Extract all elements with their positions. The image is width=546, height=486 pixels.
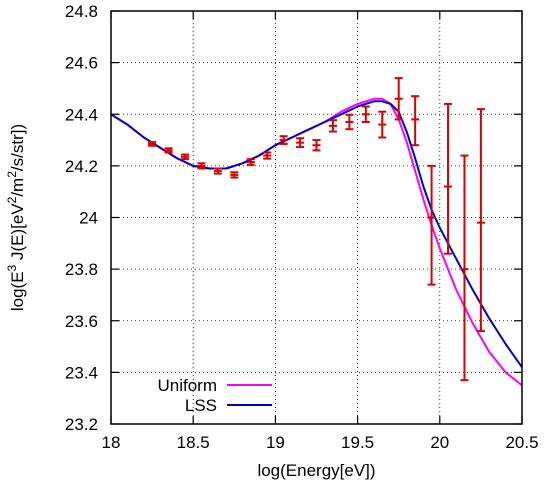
axis-ticks [110,10,523,425]
y-tick-label: 24 [79,209,98,228]
data-point [378,110,387,139]
lss-curve [110,100,523,368]
y-axis-label-text: /s/str]) [8,124,27,171]
x-tick-label: 19 [266,433,285,452]
y-tick-label: 24.4 [65,105,98,124]
x-tick-label: 19.5 [341,433,374,452]
data-point [148,141,157,147]
y-tick-label: 24.6 [65,54,98,73]
data-point [394,77,403,121]
x-tick-label: 20.5 [505,433,538,452]
data-point [279,135,288,145]
data-point [427,164,436,286]
data-point [230,171,239,179]
x-tick-labels: 18 18.5 19 19.5 20 20.5 [102,433,539,452]
y-tick-label: 23.2 [65,415,98,434]
plot-frame [110,10,523,425]
data-point [411,95,420,147]
data-point [328,119,337,133]
model-curves [110,97,523,387]
y-tick-label: 23.8 [65,260,98,279]
y-axis-label-text: /m [8,178,27,197]
x-tick-label: 18.5 [177,433,210,452]
data-point [460,154,469,382]
data-point [361,105,370,123]
data-point [345,113,354,131]
x-tick-label: 18 [102,433,121,452]
y-axis-label-superscript: 2 [5,171,19,178]
data-point [197,162,206,170]
data-point [296,137,305,149]
y-axis-label-text: log(E [8,271,27,311]
data-point [213,167,222,175]
y-axis-label-superscript: 2 [5,196,19,203]
data-point [246,158,255,166]
data-point [263,151,272,160]
legend-label-uniform: Uniform [157,376,217,395]
data-point [312,139,321,152]
data-point [476,108,485,333]
y-axis-label-text: J(E)[eV [8,203,27,265]
data-point [164,147,173,154]
legend-label-lss: LSS [185,396,217,415]
y-axis-label: log(E3 J(E)[eV2/m2/s/str]) [5,124,27,311]
y-axis-label-superscript: 3 [5,264,19,271]
data-point [444,102,453,255]
measurements [148,77,485,382]
grid-lines [111,11,522,424]
y-tick-labels: 23.2 23.4 23.6 23.8 24 24.2 24.4 24.6 24.8 [65,2,98,434]
x-axis-label: log(Energy[eV]) [257,461,375,480]
data-point [180,153,189,161]
y-tick-label: 24.2 [65,157,98,176]
x-tick-label: 20 [430,433,449,452]
y-tick-label: 23.4 [65,363,98,382]
y-tick-label: 23.6 [65,312,98,331]
y-tick-label: 24.8 [65,2,98,21]
